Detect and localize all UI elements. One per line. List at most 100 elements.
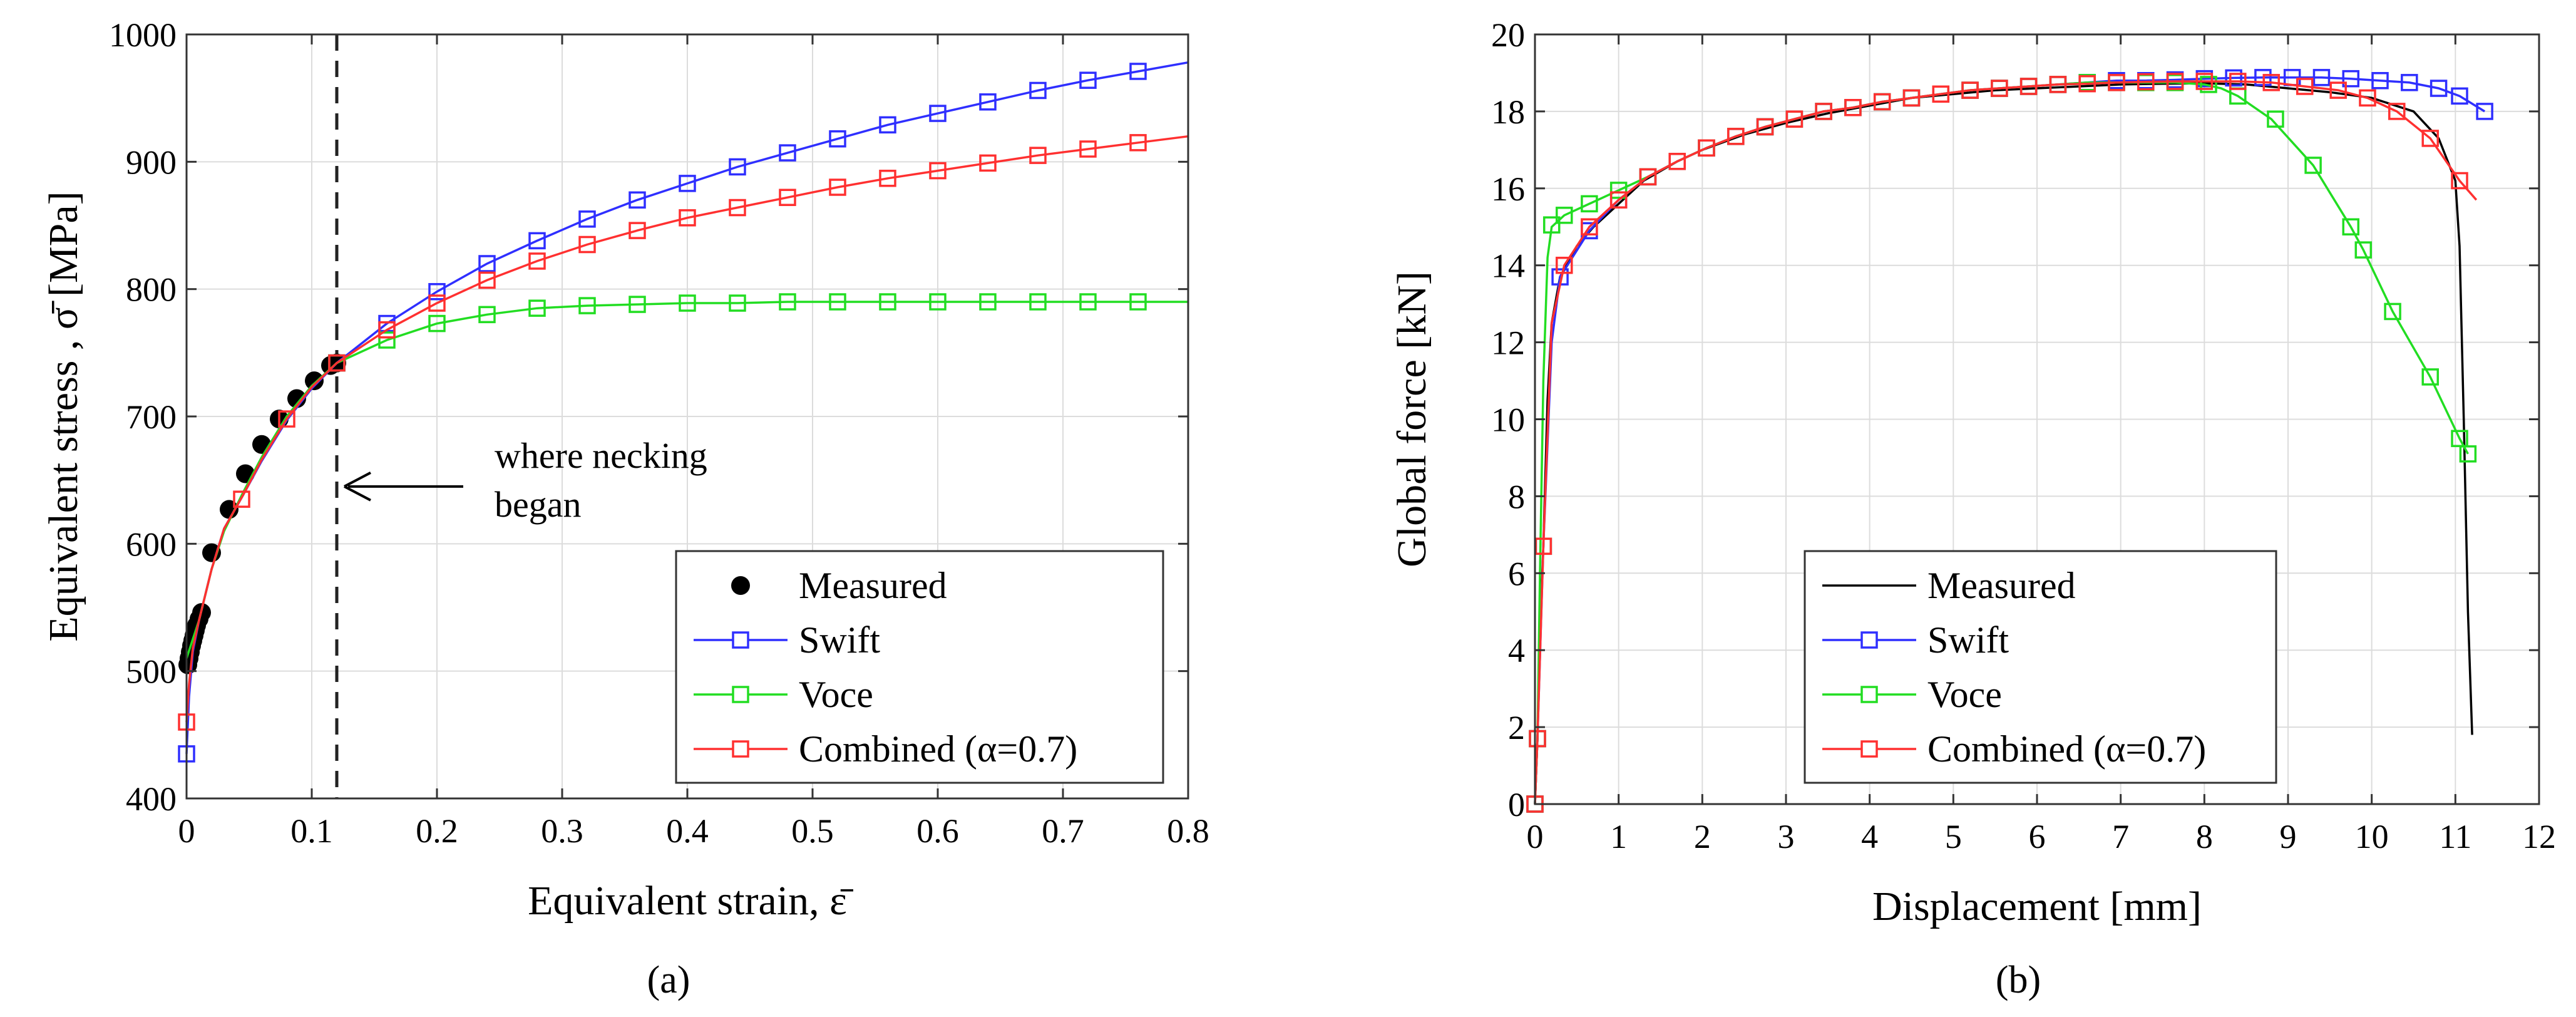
y-tick-label: 4 xyxy=(1508,632,1525,669)
data-point xyxy=(478,271,496,289)
legend-label: Measured xyxy=(799,565,947,606)
data-point xyxy=(2342,218,2359,235)
data-point xyxy=(1609,182,1628,199)
data-point xyxy=(1873,93,1891,111)
data-point xyxy=(2267,110,2284,128)
data-point xyxy=(1609,191,1628,209)
data-point xyxy=(528,232,546,250)
y-tick-label: 600 xyxy=(126,525,177,563)
data-point xyxy=(1129,63,1147,80)
data-point xyxy=(1991,80,2008,97)
legend-label: Swift xyxy=(799,619,880,661)
panel-label: (a) xyxy=(647,959,690,1001)
x-axis-label: Displacement [mm] xyxy=(1872,884,2202,929)
y-tick-label: 1000 xyxy=(109,16,177,54)
y-axis-label: Equivalent stress , σ̄ [MPa] xyxy=(41,191,86,641)
data-point xyxy=(679,294,696,312)
y-tick-label: 700 xyxy=(126,398,177,436)
data-point xyxy=(1556,256,1573,274)
x-tick-label: 0.6 xyxy=(916,812,959,850)
data-point xyxy=(729,294,746,312)
legend-marker xyxy=(1860,631,1878,649)
data-point xyxy=(1079,293,1097,311)
data-point xyxy=(2019,78,2038,95)
data-point xyxy=(2078,75,2096,93)
data-point xyxy=(2262,74,2281,91)
x-tick-label: 11 xyxy=(2439,818,2471,855)
data-point xyxy=(2229,73,2247,90)
legend-label: Voce xyxy=(1927,674,2002,715)
data-point xyxy=(2166,73,2184,90)
data-point xyxy=(1844,99,1862,116)
data-point xyxy=(2108,74,2125,91)
x-tick-label: 8 xyxy=(2196,818,2213,855)
data-point xyxy=(2421,130,2439,147)
data-point xyxy=(729,199,746,217)
data-point xyxy=(1029,81,1047,100)
data-point xyxy=(1639,168,1657,186)
legend-label: Swift xyxy=(1927,619,2009,661)
x-tick-label: 0 xyxy=(1527,818,1544,855)
x-tick-label: 1 xyxy=(1610,818,1627,855)
data-point xyxy=(1727,128,1745,145)
y-tick-label: 8 xyxy=(1508,478,1525,515)
x-tick-label: 12 xyxy=(2522,818,2556,855)
data-point xyxy=(2296,78,2314,95)
legend-marker xyxy=(1860,686,1878,703)
data-point xyxy=(1668,153,1686,170)
annotation-text: began xyxy=(495,484,582,525)
data-point xyxy=(378,331,396,349)
data-point xyxy=(829,178,846,196)
data-point xyxy=(2476,103,2493,120)
data-point xyxy=(2451,172,2468,190)
data-point xyxy=(578,297,596,314)
x-axis-label: Equivalent strain, ε̄ xyxy=(528,878,854,924)
data-point xyxy=(2304,157,2322,174)
legend-label: Combined (α=0.7) xyxy=(799,728,1077,770)
y-tick-label: 2 xyxy=(1508,709,1525,746)
data-point xyxy=(1961,81,1979,99)
data-point xyxy=(1556,207,1573,224)
y-tick-label: 16 xyxy=(1491,170,1525,208)
data-point xyxy=(1129,293,1147,311)
data-point xyxy=(1581,218,1598,235)
panel-a: 0 0.1 0.2 0.3 0.4 0.5 0.6 0.7 0.8 400 500 600 700 800… xyxy=(41,16,1209,1001)
y-tick-label: 6 xyxy=(1508,555,1525,592)
data-point xyxy=(979,293,997,311)
data-point xyxy=(528,299,546,317)
data-point xyxy=(578,210,596,228)
data-point xyxy=(2421,368,2439,386)
y-tick-label: 18 xyxy=(1491,93,1525,131)
y-tick-label: 400 xyxy=(126,780,177,818)
legend-label: Voce xyxy=(799,674,873,715)
data-point xyxy=(979,154,997,172)
data-point xyxy=(278,410,295,428)
data-point xyxy=(1581,195,1598,213)
data-point xyxy=(829,293,846,311)
legend-marker xyxy=(732,686,749,703)
data-point xyxy=(929,105,947,122)
data-point xyxy=(979,93,997,111)
y-tick-label: 500 xyxy=(126,653,177,691)
data-point xyxy=(2137,73,2155,91)
data-point xyxy=(1079,71,1097,89)
data-point xyxy=(428,314,446,333)
data-point xyxy=(629,191,646,209)
x-tick-label: 6 xyxy=(2029,818,2046,855)
data-point xyxy=(629,222,646,239)
legend-marker xyxy=(732,740,749,758)
data-point xyxy=(879,170,896,187)
x-tick-label: 0.8 xyxy=(1167,812,1209,850)
panel-label: (b) xyxy=(1996,959,2041,1001)
data-point xyxy=(679,209,696,227)
data-point xyxy=(2329,81,2347,99)
data-point xyxy=(1129,134,1147,152)
legend: Measured Swift Voce Combined (α=0.7) xyxy=(1804,550,2277,784)
data-point xyxy=(2371,71,2389,90)
data-point xyxy=(729,158,746,176)
data-point xyxy=(2200,76,2217,93)
data-point xyxy=(629,296,646,313)
x-tick-label: 4 xyxy=(1861,818,1878,855)
data-point xyxy=(1932,85,1950,103)
data-point xyxy=(1785,110,1804,128)
